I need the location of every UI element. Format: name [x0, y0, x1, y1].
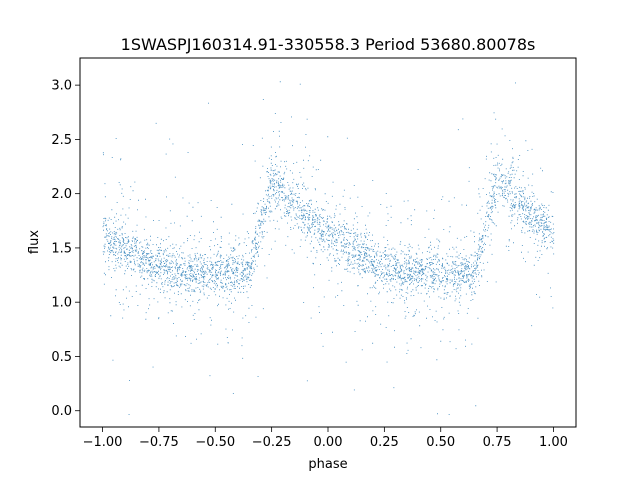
y-tick-label: 3.0 [51, 79, 72, 94]
x-axis-ticks: −1.00 −0.75 −0.50 −0.25 0.00 0.25 0.50 0.75 1.00 [83, 427, 568, 450]
x-tick-label: 0.75 [483, 435, 512, 450]
x-tick-label: −1.00 [83, 435, 123, 450]
y-tick-label: 1.0 [51, 296, 72, 311]
x-tick-label: −0.25 [252, 435, 292, 450]
x-tick-label: −0.75 [139, 435, 179, 450]
y-tick-label: 1.5 [51, 241, 72, 256]
x-axis-label: phase [308, 457, 347, 472]
y-tick-label: 0.5 [51, 350, 72, 365]
y-axis-ticks: 0.0 0.5 1.0 1.5 2.0 2.5 3.0 [51, 79, 80, 419]
y-tick-label: 0.0 [51, 404, 72, 419]
chart-title: 1SWASPJ160314.91-330558.3 Period 53680.8… [121, 35, 536, 54]
x-tick-label: −0.50 [195, 435, 235, 450]
y-axis-label: flux [27, 230, 42, 254]
x-tick-label: 0.50 [426, 435, 455, 450]
x-tick-label: 0.25 [370, 435, 399, 450]
y-tick-label: 2.5 [51, 133, 72, 148]
x-tick-label: 0.00 [314, 435, 343, 450]
x-tick-label: 1.00 [539, 435, 568, 450]
y-tick-label: 2.0 [51, 187, 72, 202]
